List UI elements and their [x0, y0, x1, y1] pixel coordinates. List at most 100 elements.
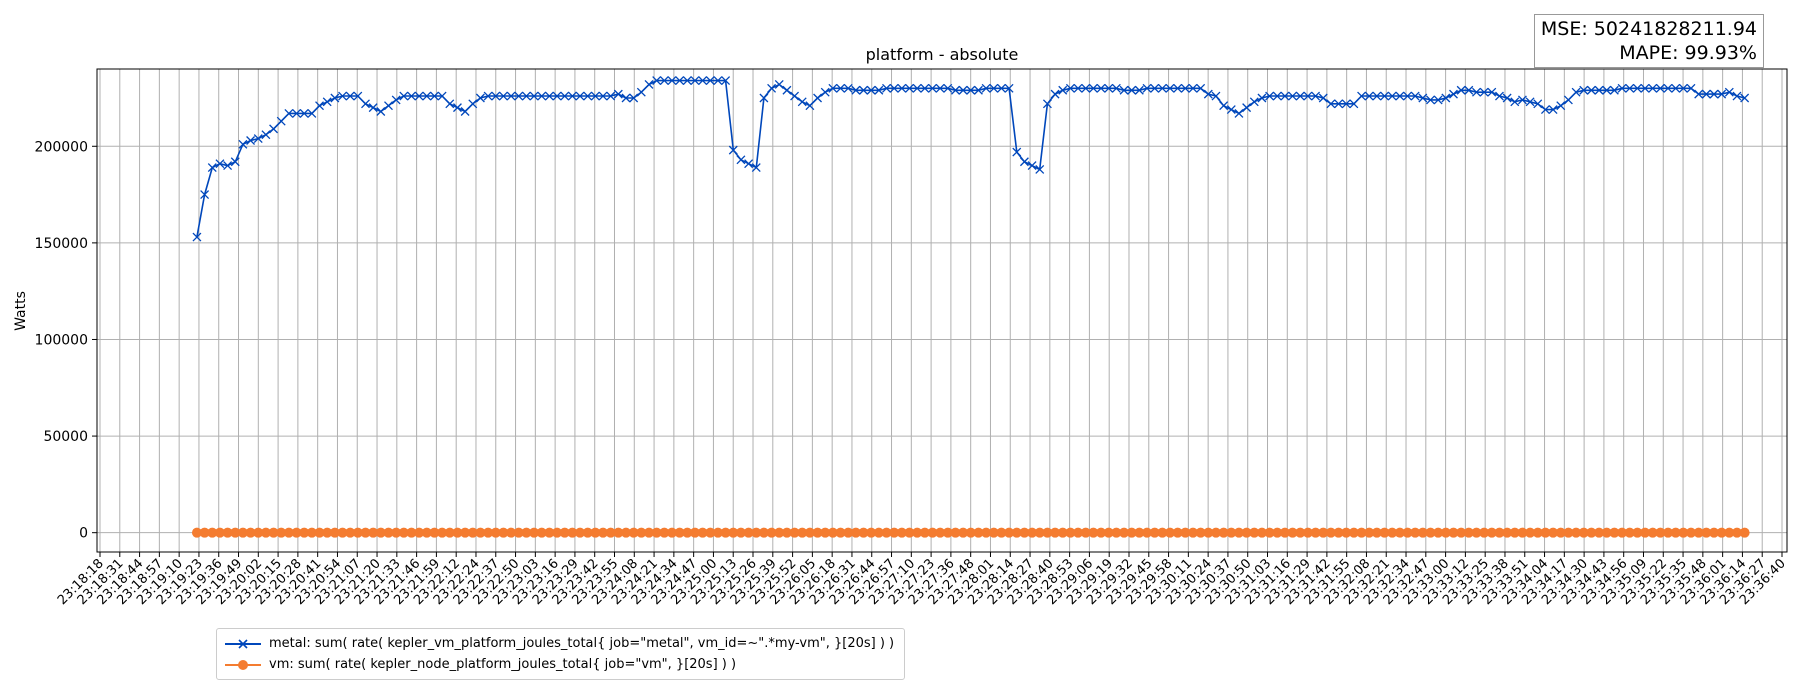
- metal-point: [1341, 99, 1351, 109]
- metal-point: [721, 76, 731, 86]
- metal-point: [1510, 97, 1520, 107]
- metal-point: [843, 83, 853, 93]
- y-tick-label: 100000: [35, 332, 88, 348]
- vm-point: [283, 527, 294, 538]
- vm-point: [1417, 527, 1428, 538]
- vm-point: [1410, 527, 1421, 538]
- vm-point: [1548, 527, 1559, 538]
- vm-point: [850, 527, 861, 538]
- metal-point: [1648, 83, 1658, 93]
- metal-point: [813, 93, 823, 103]
- metal-point: [284, 108, 294, 118]
- metal-point: [1717, 89, 1727, 99]
- vm-point: [712, 527, 723, 538]
- y-tick-label: 50000: [43, 429, 88, 445]
- metal-point: [889, 83, 899, 93]
- vm-point: [1494, 527, 1505, 538]
- vm-point: [475, 527, 486, 538]
- vm-point: [1387, 527, 1398, 538]
- metal-point: [1403, 91, 1412, 101]
- metal-point: [1173, 83, 1183, 93]
- vm-point: [1686, 527, 1697, 538]
- vm-point: [820, 527, 831, 538]
- vm-point: [613, 527, 624, 538]
- metal-point: [422, 91, 432, 101]
- metal-point: [238, 139, 248, 149]
- vm-point: [774, 527, 785, 538]
- vm-point: [1394, 527, 1405, 538]
- vm-point: [958, 527, 969, 538]
- metal-point: [322, 97, 332, 107]
- metal-point: [207, 163, 217, 172]
- vm-point: [835, 527, 846, 538]
- metal-point: [836, 83, 845, 93]
- metal-point: [1050, 89, 1060, 99]
- chart-title: platform - absolute: [866, 45, 1019, 64]
- vm-point: [728, 527, 739, 538]
- vm-point: [368, 527, 379, 538]
- vm-point: [1011, 527, 1022, 538]
- vm-point: [804, 527, 815, 538]
- metal-point: [338, 91, 347, 101]
- metal-point: [636, 87, 646, 97]
- legend-swatch-metal: [225, 638, 261, 649]
- metal-point: [537, 91, 547, 101]
- vm-point: [858, 527, 869, 538]
- legend-label-vm: vm: sum( rate( kepler_node_platform_joul…: [269, 657, 737, 672]
- vm-point: [1402, 527, 1413, 538]
- vm-point: [421, 527, 432, 538]
- vm-point: [1509, 527, 1520, 538]
- vm-point: [1195, 527, 1206, 538]
- metal-point: [675, 76, 685, 86]
- metal-point: [452, 103, 462, 113]
- metal-point: [1249, 97, 1259, 107]
- metal-point: [598, 91, 608, 101]
- metal-point: [958, 85, 968, 95]
- metal-point: [552, 91, 562, 101]
- metal-point: [1234, 108, 1244, 118]
- vm-point: [682, 527, 693, 538]
- metal-point: [1065, 83, 1075, 93]
- vm-point: [1731, 527, 1742, 538]
- vm-point: [1532, 527, 1543, 538]
- metal-point: [928, 83, 937, 93]
- vm-point: [666, 527, 677, 538]
- vm-point: [207, 527, 218, 538]
- metal-point: [1265, 91, 1275, 101]
- vm-point: [1716, 527, 1727, 538]
- vm-point: [965, 527, 976, 538]
- metal-point: [805, 101, 815, 111]
- vm-point: [1034, 527, 1045, 538]
- metal-point: [1211, 91, 1221, 101]
- vm-point: [1310, 527, 1321, 538]
- metal-point: [1372, 91, 1382, 101]
- legend: metal: sum( rate( kepler_vm_platform_jou…: [216, 628, 906, 680]
- vm-point: [460, 527, 471, 538]
- vm-point: [766, 527, 777, 538]
- metal-point: [1019, 157, 1029, 167]
- metal-point: [667, 76, 677, 86]
- metal-point: [1303, 91, 1313, 101]
- metal-point: [1257, 93, 1267, 103]
- metal-point: [973, 85, 983, 95]
- metal-point: [1579, 85, 1589, 95]
- vm-point: [935, 527, 946, 538]
- vm-point: [866, 527, 877, 538]
- metal-point: [698, 76, 708, 86]
- vm-point: [1279, 527, 1290, 538]
- vm-point: [1249, 527, 1260, 538]
- vm-point: [1080, 527, 1091, 538]
- metal-point: [269, 124, 279, 134]
- vm-point: [544, 527, 555, 538]
- metal-point: [1464, 85, 1474, 95]
- metal-point: [1318, 93, 1328, 103]
- vm-point: [881, 527, 892, 538]
- metrics-box: MSE: 50241828211.94 MAPE: 99.93%: [1533, 14, 1764, 68]
- vm-point: [1724, 527, 1735, 538]
- metal-point: [215, 159, 225, 169]
- metal-point: [1456, 85, 1466, 95]
- x-axis: 23:18:1823:18:3123:18:4423:18:5723:19:10…: [55, 552, 1789, 608]
- metal-point: [1027, 161, 1037, 171]
- metal-point: [920, 83, 930, 93]
- metal-point: [897, 83, 907, 93]
